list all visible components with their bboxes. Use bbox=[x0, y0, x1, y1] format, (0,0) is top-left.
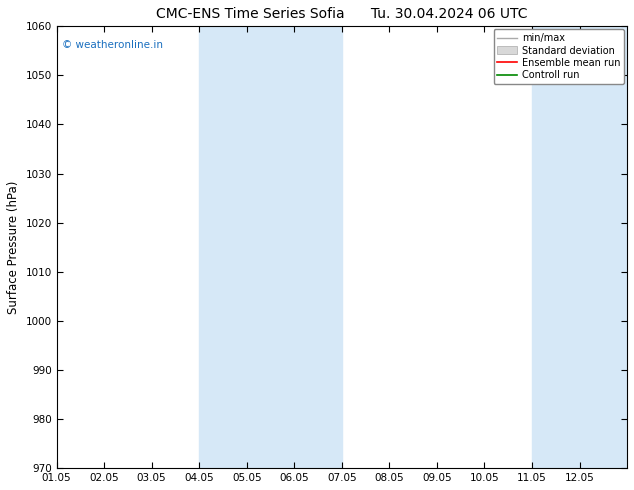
Legend: min/max, Standard deviation, Ensemble mean run, Controll run: min/max, Standard deviation, Ensemble me… bbox=[493, 29, 624, 84]
Bar bbox=[532, 26, 627, 468]
Bar bbox=[199, 26, 342, 468]
Text: © weatheronline.in: © weatheronline.in bbox=[62, 40, 164, 49]
Y-axis label: Surface Pressure (hPa): Surface Pressure (hPa) bbox=[7, 180, 20, 314]
Title: CMC-ENS Time Series Sofia      Tu. 30.04.2024 06 UTC: CMC-ENS Time Series Sofia Tu. 30.04.2024… bbox=[156, 7, 527, 21]
